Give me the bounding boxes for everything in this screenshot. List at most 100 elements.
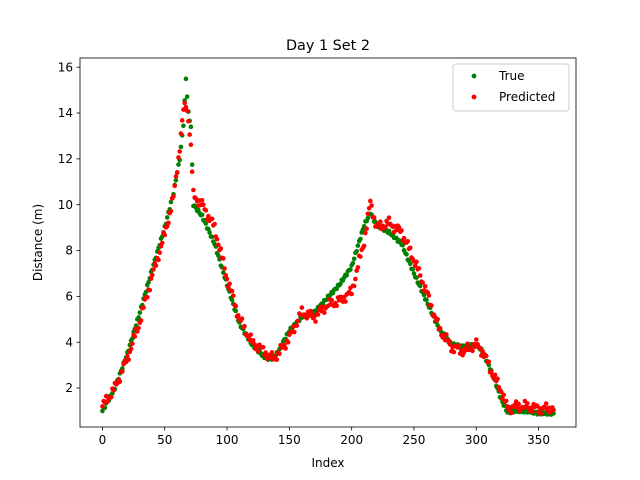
x-axis-ticks: 0 50 100 150 200 250 300 350	[99, 427, 550, 447]
data-point	[285, 340, 291, 345]
data-point	[176, 162, 181, 167]
data-point	[224, 276, 230, 282]
data-point	[351, 256, 357, 262]
data-point	[147, 287, 153, 293]
x-tick-label: 0	[99, 433, 107, 447]
data-point	[405, 239, 411, 244]
data-point	[412, 263, 418, 269]
data-point	[184, 108, 190, 114]
data-point	[401, 235, 407, 241]
data-point	[207, 230, 212, 235]
data-point	[184, 94, 190, 99]
data-point	[351, 283, 357, 289]
data-point	[416, 266, 422, 271]
data-point	[189, 162, 195, 167]
data-point	[186, 119, 191, 124]
data-point	[414, 275, 419, 280]
data-point	[315, 312, 321, 317]
data-point	[132, 334, 138, 339]
data-point	[516, 401, 521, 407]
data-point	[117, 379, 123, 384]
data-point	[166, 220, 171, 226]
data-point	[269, 350, 275, 355]
data-point	[235, 313, 241, 318]
data-point	[470, 348, 475, 354]
data-point	[191, 187, 196, 193]
data-point	[164, 215, 170, 220]
data-point	[407, 245, 413, 251]
data-point	[446, 338, 452, 344]
data-point	[212, 221, 217, 227]
data-point	[199, 212, 205, 218]
y-tick-label: 6	[65, 290, 73, 304]
data-point	[209, 216, 215, 222]
data-point	[223, 273, 229, 278]
y-axis-ticks: 2 4 6 8 10 12 14 16	[58, 60, 80, 395]
x-tick-label: 350	[527, 433, 550, 447]
data-point	[227, 281, 232, 287]
data-point	[420, 280, 426, 285]
data-point	[216, 242, 221, 248]
x-tick-label: 100	[216, 433, 239, 447]
data-point	[361, 243, 367, 249]
x-tick-label: 50	[157, 433, 172, 447]
data-point	[229, 297, 235, 303]
data-point	[178, 131, 184, 136]
data-point	[495, 376, 500, 382]
data-point	[221, 256, 226, 261]
data-point	[444, 332, 449, 337]
data-point	[120, 369, 125, 374]
data-point	[358, 236, 363, 242]
data-point	[130, 341, 135, 347]
data-point	[435, 316, 440, 322]
data-point	[350, 260, 356, 266]
data-point	[144, 294, 150, 300]
data-point	[368, 198, 373, 204]
y-tick-label: 12	[58, 152, 73, 166]
x-axis-label: Index	[311, 456, 344, 470]
y-tick-label: 16	[58, 60, 73, 74]
data-point	[135, 329, 140, 334]
data-point	[321, 310, 327, 315]
data-point	[329, 297, 335, 303]
data-point	[188, 124, 194, 130]
data-point	[283, 346, 288, 351]
data-point	[313, 319, 318, 324]
data-point	[233, 303, 239, 309]
data-point	[543, 401, 549, 406]
data-point	[182, 100, 187, 106]
data-point	[189, 169, 195, 175]
data-point	[173, 174, 179, 179]
data-point	[396, 225, 402, 230]
data-point	[358, 254, 363, 259]
data-point	[417, 283, 423, 289]
data-point	[501, 392, 507, 398]
data-point	[299, 305, 305, 310]
data-point	[530, 409, 535, 414]
data-point	[162, 232, 168, 238]
data-point	[199, 198, 205, 203]
data-point	[209, 234, 215, 240]
data-point	[426, 293, 432, 298]
data-point	[206, 213, 211, 219]
data-point	[492, 372, 498, 378]
data-point	[474, 337, 479, 342]
data-point	[311, 314, 317, 320]
data-point	[363, 230, 368, 236]
data-point	[125, 353, 130, 359]
data-point	[365, 215, 371, 221]
data-point	[399, 228, 404, 233]
data-point	[334, 303, 340, 309]
data-point	[456, 343, 462, 349]
data-point	[233, 308, 239, 314]
data-point	[181, 123, 186, 129]
data-point	[414, 259, 419, 265]
data-point	[437, 325, 443, 331]
data-point	[216, 253, 221, 258]
data-point	[159, 240, 165, 246]
data-point	[201, 202, 206, 207]
series-predicted	[100, 100, 556, 416]
data-point	[407, 261, 413, 267]
data-point	[294, 323, 300, 328]
data-point	[151, 267, 156, 272]
